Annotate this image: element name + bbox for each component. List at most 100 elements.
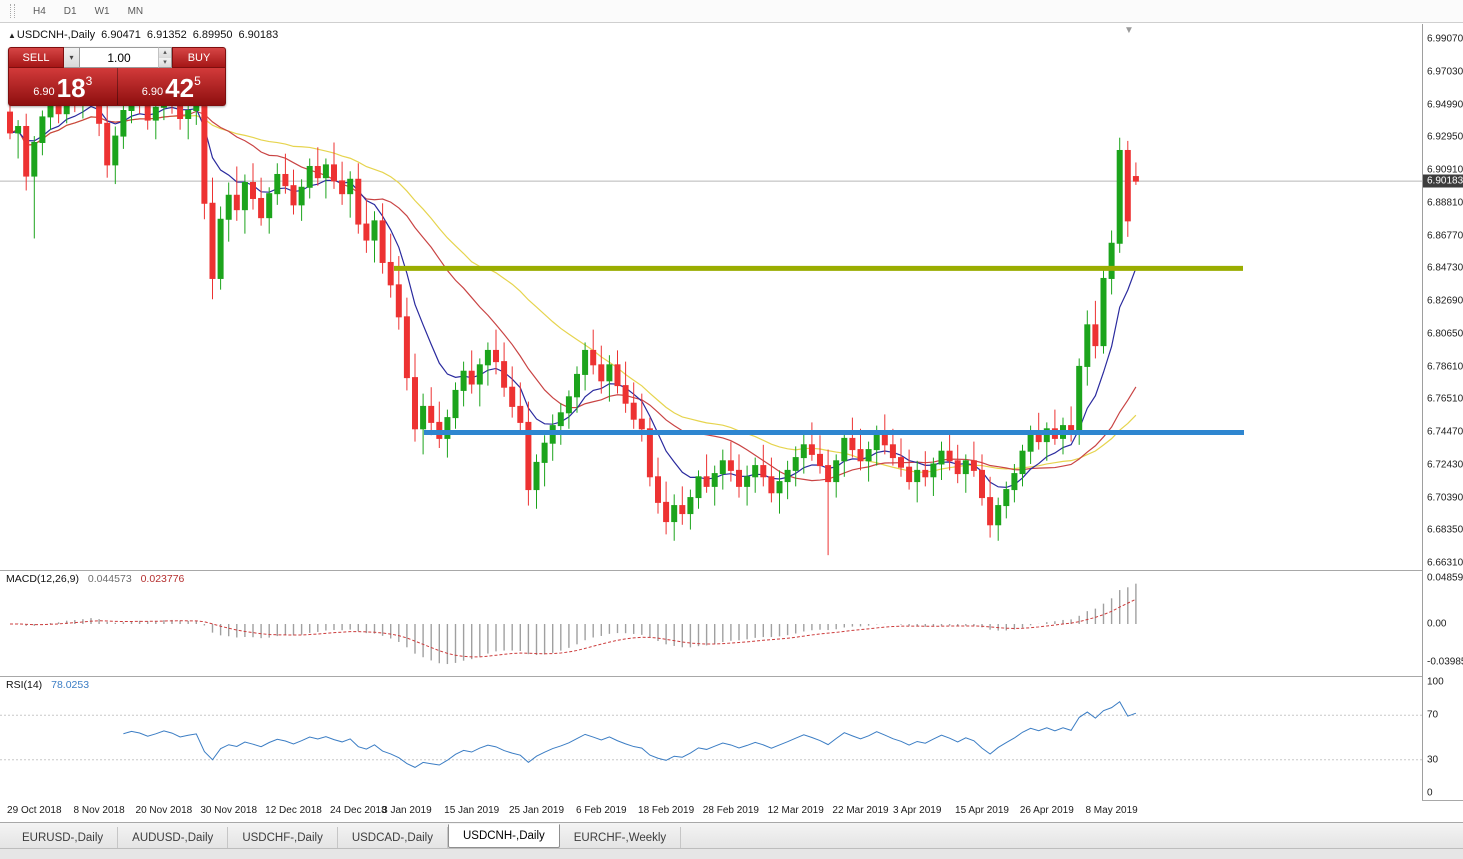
timeframe-toolbar: H4 D1 W1 MN [0, 0, 1463, 23]
volume-value: 1.00 [107, 50, 131, 65]
tab-label: EURCHF-,Weekly [573, 831, 667, 844]
sell-price-button[interactable]: 6.90 18 3 [9, 68, 118, 105]
price-chart-canvas[interactable] [0, 24, 1422, 570]
macd-signal-value: 0.023776 [140, 573, 185, 585]
price-tick: 6.78610 [1427, 361, 1463, 372]
sell-button[interactable]: SELL [8, 47, 64, 68]
toolbar-grip[interactable] [10, 4, 15, 18]
timeframe-mn-button[interactable]: MN [120, 2, 152, 21]
macd-tick: 0.048594 [1427, 572, 1463, 584]
date-tick: 30 Nov 2018 [200, 805, 258, 816]
macd-main-value: 0.044573 [87, 573, 132, 585]
price-tick: 6.92950 [1427, 131, 1463, 143]
chart-tabs-bar: EURUSD-,Daily AUDUSD-,Daily USDCHF-,Dail… [0, 822, 1463, 848]
volume-stepper: ▴ ▾ [158, 47, 172, 68]
date-tick: 12 Dec 2018 [265, 805, 322, 816]
timeframe-w1-button[interactable]: W1 [87, 2, 118, 21]
date-tick: 8 May 2019 [1085, 805, 1138, 816]
rsi-tick: 100 [1427, 676, 1444, 688]
price-tick: 6.70390 [1427, 492, 1463, 503]
volume-increase-button[interactable]: ▴ [159, 48, 171, 58]
date-tick: 29 Oct 2018 [7, 805, 62, 816]
price-tick: 6.66310 [1427, 557, 1463, 569]
ohlc-high: 6.91352 [146, 29, 187, 41]
macd-tick: 0.00 [1427, 618, 1447, 630]
price-tick: 6.76510 [1427, 393, 1463, 405]
rsi-tick: 30 [1427, 754, 1439, 766]
date-tick: 3 Jan 2019 [382, 805, 432, 816]
date-tick: 25 Jan 2019 [508, 805, 565, 816]
ohlc-close: 6.90183 [238, 29, 279, 41]
price-tick: 6.72430 [1427, 459, 1463, 471]
date-tick: 24 Dec 2018 [329, 805, 387, 816]
macd-name: MACD(12,26,9) [6, 573, 79, 585]
chart-symbol-period: USDCNH-,Daily [16, 29, 96, 41]
tab-label: USDCHF-,Daily [242, 831, 323, 844]
tab-label: EURUSD-,Daily [22, 831, 104, 844]
rsi-value: 78.0253 [51, 679, 90, 691]
price-tick: 6.94990 [1427, 99, 1463, 110]
price-tick: 6.90910 [1427, 164, 1463, 176]
buy-price-pip-digit: 5 [194, 74, 201, 88]
current-price-badge: 6.90183 [1423, 174, 1463, 188]
price-tick: 6.82690 [1427, 295, 1463, 307]
price-axis[interactable]: 6.99070 6.97030 6.94990 6.92950 6.90910 6.888… [1422, 24, 1463, 800]
buy-price-prefix: 6.90 [141, 86, 164, 98]
buy-button[interactable]: BUY [172, 47, 226, 68]
rsi-indicator-canvas[interactable] [0, 676, 1422, 800]
price-tick: 6.86770 [1427, 230, 1463, 241]
macd-label: MACD(12,26,9) 0.044573 0.023776 [6, 573, 184, 585]
date-tick: 3 Apr 2019 [893, 805, 942, 816]
tab-label: USDCNH-,Daily [462, 830, 545, 842]
tab-usdcnh-daily[interactable]: USDCNH-,Daily [447, 824, 560, 848]
ohlc-open: 6.90471 [101, 29, 141, 41]
time-axis[interactable]: 29 Oct 2018 8 Nov 2018 20 Nov 2018 30 Nov 2… [0, 800, 1422, 822]
macd-tick: -0.039856 [1427, 656, 1463, 668]
date-tick: 15 Jan 2019 [444, 805, 500, 816]
timeframe-h4-button[interactable]: H4 [25, 2, 54, 21]
date-tick: 28 Feb 2019 [702, 805, 759, 816]
date-tick: 18 Feb 2019 [638, 805, 695, 816]
chart-ohlc-header: ▲USDCNH-,Daily 6.90471 6.91352 6.89950 6.901… [8, 29, 278, 41]
timeframe-d1-button[interactable]: D1 [56, 2, 85, 21]
chart-marker-icon[interactable]: ▲ [8, 31, 16, 40]
price-tick: 6.88810 [1427, 197, 1463, 209]
chart-scroll-marker-icon[interactable]: ▼ [1124, 25, 1134, 36]
buy-price-big-digits: 42 [165, 73, 195, 103]
bottom-edge-strip [0, 848, 1463, 859]
volume-dropdown-button[interactable]: ▾ [64, 47, 80, 68]
tab-audusd-daily[interactable]: AUDUSD-,Daily [118, 827, 229, 848]
rsi-tick: 0 [1427, 787, 1433, 799]
tab-usdchf-daily[interactable]: USDCHF-,Daily [228, 827, 338, 848]
sell-price-prefix: 6.90 [33, 86, 55, 98]
macd-indicator-canvas[interactable] [0, 570, 1422, 676]
tab-eurusd-daily[interactable]: EURUSD-,Daily [8, 827, 119, 848]
sell-price-pip-digit: 3 [85, 74, 93, 88]
price-tick: 6.97030 [1427, 66, 1463, 78]
panel-separator[interactable] [0, 570, 1463, 571]
sell-price-big-digits: 18 [56, 73, 86, 103]
date-tick: 15 Apr 2019 [955, 805, 1009, 816]
tab-label: AUDUSD-,Daily [132, 831, 214, 844]
date-tick: 6 Feb 2019 [575, 805, 627, 816]
tab-label: USDCAD-,Daily [351, 831, 433, 844]
volume-decrease-button[interactable]: ▾ [159, 57, 171, 67]
date-tick: 12 Mar 2019 [767, 805, 824, 816]
price-tick: 6.99070 [1427, 33, 1463, 45]
rsi-name: RSI(14) [6, 679, 43, 691]
date-tick: 26 Apr 2019 [1019, 805, 1074, 816]
rsi-tick: 70 [1427, 709, 1439, 721]
price-tick: 6.80650 [1427, 328, 1463, 340]
rsi-label: RSI(14) 78.0253 [6, 679, 89, 691]
buy-price-button[interactable]: 6.90 42 5 [118, 68, 226, 105]
panel-separator[interactable] [0, 676, 1463, 677]
tab-usdcad-daily[interactable]: USDCAD-,Daily [338, 827, 448, 848]
date-tick: 20 Nov 2018 [135, 805, 193, 816]
price-tick: 6.74470 [1427, 426, 1463, 438]
volume-input[interactable]: 1.00 [80, 47, 158, 68]
ohlc-low: 6.89950 [192, 29, 233, 41]
price-tick: 6.84730 [1427, 262, 1463, 274]
tab-eurchf-weekly[interactable]: EURCHF-,Weekly [560, 827, 682, 848]
date-tick: 8 Nov 2018 [73, 805, 125, 816]
